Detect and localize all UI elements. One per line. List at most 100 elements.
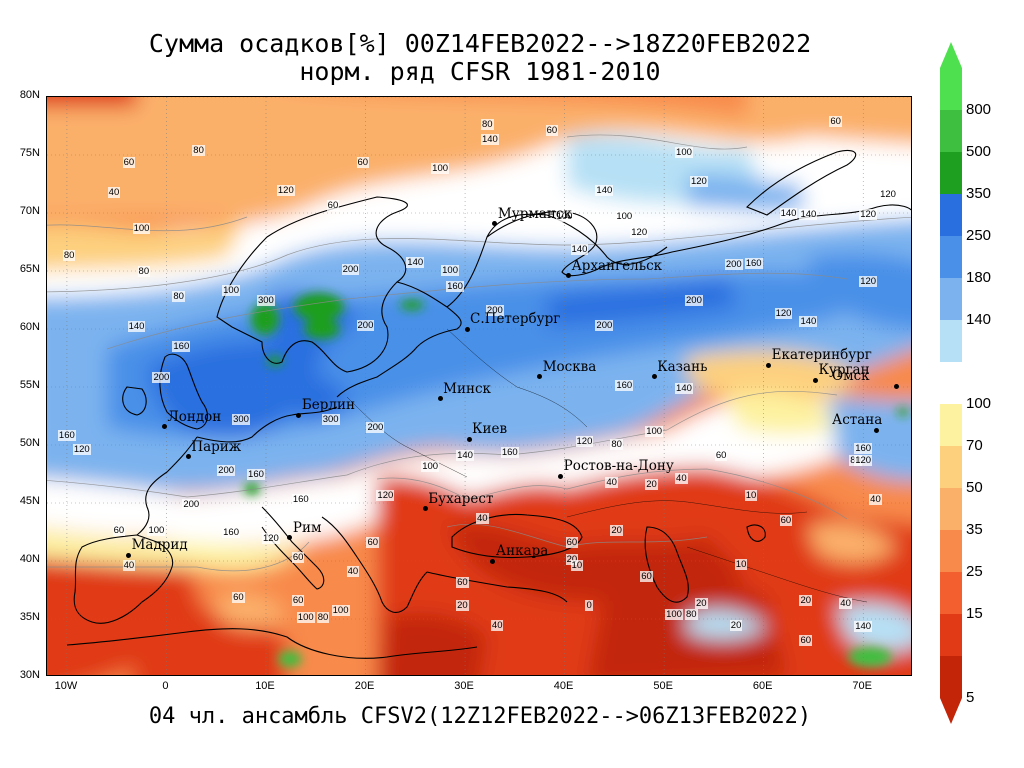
contour-label: 60 [714,449,728,461]
contour-label: 80 [610,439,623,451]
latitude-label: 75N [19,147,40,159]
contour-label: 100 [421,461,440,473]
city-label: С.Петербург [470,311,561,328]
colorbar-swatch [940,152,962,195]
colorbar-label: 70 [966,437,983,454]
contour-label: 200 [182,499,201,511]
city-marker [558,473,564,479]
ensemble-footer: 04 чл. ансамбль CFSV2(12Z12FEB2022-->06Z… [148,704,812,729]
contour-label: 120 [630,226,649,238]
contour-label: 80 [172,290,185,302]
map-subtitle: норм. ряд CFSR 1981-2010 [299,57,661,86]
longitude-label: 10W [54,680,78,692]
latitude-label: 70N [19,205,40,217]
contour-label: 120 [261,533,280,545]
contour-label: 100 [431,163,450,175]
contour-label: 80 [192,144,205,156]
contour-label: 140 [799,316,818,328]
contour-label: 140 [595,185,614,197]
contour-label: 120 [774,308,793,320]
contour-label: 40 [107,187,121,199]
city-label: Астана [832,412,883,429]
city-marker [296,412,302,418]
contour-label: 100 [296,612,315,623]
contour-label: 160 [500,447,519,459]
contour-label: 120 [879,188,897,200]
latitude-label: 30N [19,669,40,681]
contour-label: 140 [570,244,589,256]
latitude-label: 50N [19,437,40,449]
contour-label: 10 [744,490,758,502]
city-label: Мадрид [131,537,188,554]
contour-label: 160 [854,442,873,454]
contour-label: 100 [665,608,683,620]
city-marker [422,506,428,512]
contour-label: 160 [446,281,464,293]
city-marker [466,436,472,442]
contour-label: 140 [854,621,873,633]
colorbar-swatch [940,236,962,279]
contour-label: 200 [356,319,375,331]
contour-label: 60 [291,594,305,606]
contour-label: 160 [291,493,310,505]
contour-label: 60 [356,157,370,169]
precipitation-map [46,96,912,676]
contour-label: 40 [490,620,504,632]
contour-label: 60 [456,577,469,589]
city-marker [766,362,772,368]
city-marker [566,273,572,279]
contour-label: 60 [112,525,126,536]
contour-label: 60 [640,571,653,583]
contour-label: 60 [799,635,813,647]
contour-label: 100 [441,265,459,277]
contour-label: 300 [232,413,250,425]
colorbar [940,42,962,724]
longitude-label: 30E [454,680,474,692]
contour-label: 60 [565,536,579,548]
colorbar-label: 5 [966,689,975,706]
contour-label: 200 [595,319,614,331]
contour-label: 20 [645,478,658,490]
longitude-label: 0 [162,680,169,692]
contour-label: 20 [799,594,813,606]
longitude-label: 60E [752,680,773,692]
colorbar-swatch [940,404,962,447]
contour-label: 100 [555,210,574,222]
colorbar-label: 140 [966,311,992,328]
contour-label: 200 [685,295,703,307]
colorbar-label: 50 [966,479,983,496]
city-marker [492,221,498,227]
city-marker [651,374,657,380]
city-marker [126,552,132,558]
colorbar-label: 250 [966,227,992,244]
colorbar-label: 35 [966,521,983,538]
contour-label: 60 [291,551,305,563]
latitude-label: 45N [19,495,40,507]
contour-label: 20 [610,525,623,536]
contour-label: 140 [799,209,818,221]
city-label: Рим [292,519,322,536]
city-label: Лондон [167,408,222,425]
latitude-label: 55N [19,379,40,391]
contour-label: 60 [232,592,245,604]
contour-label: 0 [585,600,593,612]
contour-label: 40 [346,565,360,577]
contour-label: 20 [565,554,579,565]
contour-label: 140 [779,208,798,220]
contour-label: 60 [829,115,842,127]
longitude-label: 20E [354,680,375,692]
city-marker [537,374,543,380]
contour-label: 120 [854,455,873,467]
city-marker [185,454,191,460]
city-label: Киев [472,421,508,438]
contour-label: 140 [406,257,425,269]
contour-label: 80 [480,119,494,130]
colorbar-label: 15 [966,605,983,622]
longitude-label: 10E [255,680,275,692]
contour-label: 120 [859,209,878,221]
latitude-label: 40N [19,553,40,565]
contour-label: 60 [545,124,559,136]
colorbar-swatch [940,488,962,531]
contour-label: 20 [694,598,708,610]
city-label: Ростов-на-Дону [563,458,674,475]
